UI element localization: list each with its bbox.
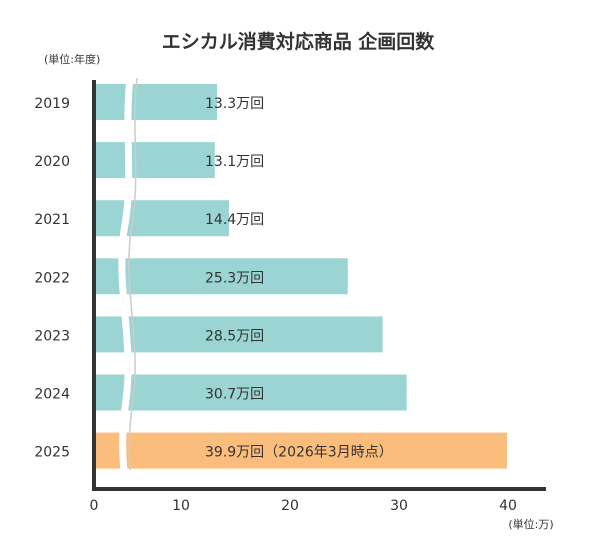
x-tick-label-40: 40 xyxy=(499,498,517,514)
y-axis-unit: (単位:年度) xyxy=(44,52,100,66)
data-label-2022: 25.3万回 xyxy=(205,270,264,286)
x-tick-label-10: 10 xyxy=(172,498,190,514)
data-label-2019: 13.3万回 xyxy=(205,96,264,112)
bar-2019 xyxy=(94,84,217,120)
category-label-2023: 2023 xyxy=(34,328,70,344)
axis-break xyxy=(118,77,138,471)
bar-2021 xyxy=(94,200,229,237)
data-label-2021: 14.4万回 xyxy=(205,212,264,228)
category-label-2024: 2024 xyxy=(34,387,70,403)
x-tick-label-30: 30 xyxy=(390,498,408,514)
x-tick-label-0: 0 xyxy=(90,498,99,514)
bar-2024 xyxy=(94,374,407,411)
axis-break-gap xyxy=(118,77,134,471)
data-label-2025: 39.9万回（2026年3月時点） xyxy=(205,445,393,461)
data-label-2020: 13.1万回 xyxy=(205,154,264,170)
category-label-2020: 2020 xyxy=(34,154,70,170)
category-label-2021: 2021 xyxy=(34,212,70,228)
category-label-2022: 2022 xyxy=(34,270,70,286)
axis-break-line xyxy=(128,77,138,471)
category-label-2019: 2019 xyxy=(34,96,70,112)
x-axis-line xyxy=(92,487,546,491)
category-label-2025: 2025 xyxy=(34,445,70,461)
bar-2023 xyxy=(94,316,383,353)
bar-2020 xyxy=(94,142,215,179)
x-axis-unit: (単位:万) xyxy=(508,517,553,531)
bar-2025 xyxy=(94,432,507,469)
y-axis-line xyxy=(92,80,96,490)
data-label-2024: 30.7万回 xyxy=(205,387,264,403)
x-tick-label-20: 20 xyxy=(281,498,299,514)
bar-2022 xyxy=(94,258,348,295)
chart-title: エシカル消費対応商品 企画回数 xyxy=(162,30,436,53)
data-label-2023: 28.5万回 xyxy=(205,328,264,344)
